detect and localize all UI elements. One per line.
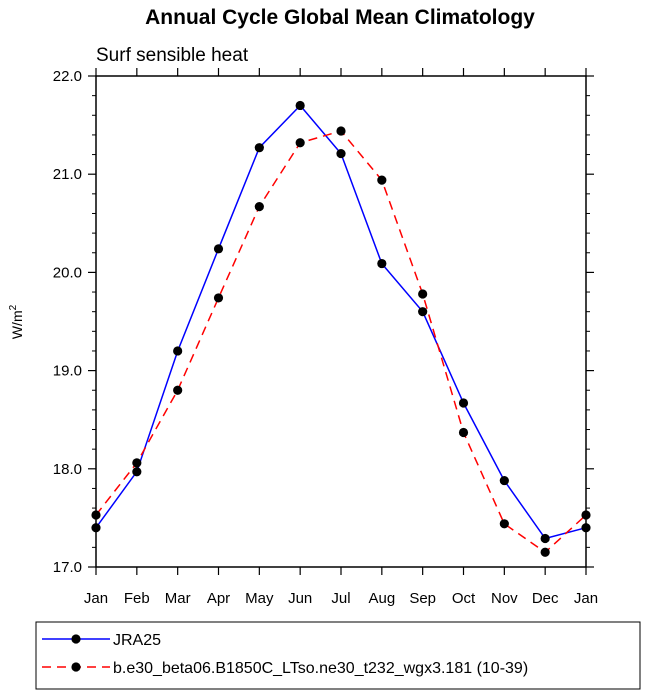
series-1-point [458, 398, 469, 408]
series-1-point [213, 244, 224, 254]
series-1-point [418, 307, 428, 317]
series-2-point [254, 202, 264, 212]
y-axis-label-superscript: 2 [8, 304, 19, 310]
series-1-point [254, 143, 264, 153]
x-tick-label: Jan [84, 590, 108, 607]
series-2-point [540, 547, 550, 557]
series-line-2 [95, 130, 587, 554]
x-tick-label: Dec [532, 590, 559, 607]
series-2-point [499, 519, 509, 529]
series-2-point [132, 458, 142, 468]
y-tick-label: 19.0 [53, 363, 82, 380]
series-1-point [499, 475, 509, 486]
series-2-point [458, 427, 469, 438]
series-1-point [295, 100, 305, 111]
series-2-point [213, 293, 224, 303]
x-tick-labels: Jan Feb Mar Apr May Jun Jul Aug Sep Oct Nov Dec Jan [84, 590, 598, 607]
x-tick-label: Jun [288, 590, 312, 607]
series-line-1 [95, 104, 587, 540]
series-2-point [377, 175, 387, 185]
x-tick-label: Aug [368, 590, 395, 607]
legend: JRA25 b.e30_beta06.B1850C_LTso.ne30_t232_… [42, 632, 528, 677]
axis-ticks [88, 68, 594, 575]
x-tick-label: Sep [409, 590, 436, 607]
legend-label-2: b.e30_beta06.B1850C_LTso.ne30_t232_wgx3.… [113, 660, 528, 677]
y-tick-labels: 17.0 18.0 19.0 20.0 21.0 22.0 [53, 68, 82, 576]
series-1-point [173, 346, 183, 356]
y-tick-label: 22.0 [53, 68, 82, 85]
y-tick-label: 21.0 [53, 166, 82, 183]
series-2-point [295, 138, 305, 148]
x-tick-label: Oct [452, 590, 476, 607]
y-tick-label: 18.0 [53, 461, 82, 478]
chart-title: Annual Cycle Global Mean Climatology [145, 6, 535, 29]
legend-marker-1 [71, 634, 81, 644]
series-1-point [377, 258, 387, 269]
x-tick-label: Jan [574, 590, 598, 607]
series-1-point [581, 523, 591, 533]
series-2-point [581, 510, 591, 520]
x-tick-label: Apr [207, 590, 230, 607]
x-tick-label: Feb [124, 590, 150, 607]
y-tick-label: 20.0 [53, 264, 82, 281]
series-2-point [173, 385, 183, 395]
series-2-point [418, 289, 428, 299]
series-2-point [336, 126, 346, 136]
chart-subtitle: Surf sensible heat [96, 45, 249, 66]
series-1-point [91, 523, 101, 533]
series-layer [91, 100, 591, 557]
series-2-point [91, 510, 101, 520]
legend-box [35, 621, 641, 690]
series-1-point [336, 148, 346, 159]
legend-label-1: JRA25 [113, 632, 161, 649]
series-1-point [132, 467, 142, 477]
x-tick-label: Mar [165, 590, 191, 607]
x-tick-label: Nov [491, 590, 518, 607]
x-tick-label: May [245, 590, 274, 607]
y-axis-label-unit: W/m [9, 310, 25, 339]
legend-marker-2 [71, 662, 81, 672]
series-1-point [540, 533, 550, 544]
y-axis-label: W/m2 [8, 304, 25, 339]
y-tick-label: 17.0 [53, 559, 82, 576]
x-tick-label: Jul [331, 590, 350, 607]
